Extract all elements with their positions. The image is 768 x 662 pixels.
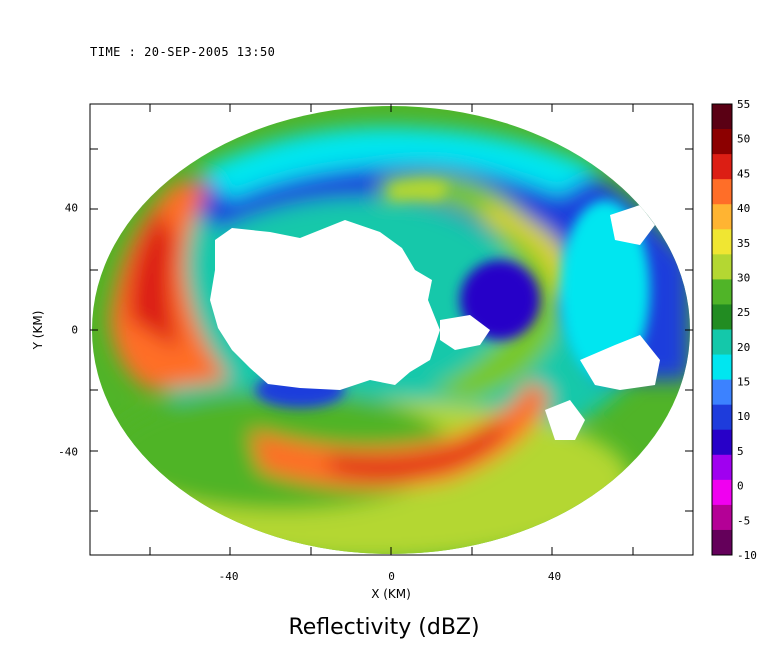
axis-ticks <box>90 104 693 555</box>
colorbar-segment <box>712 429 732 456</box>
colorbar-tick-label: 45 <box>737 167 750 180</box>
chart-title: Reflectivity (dBZ) <box>288 615 480 640</box>
colorbar-tick-label: 50 <box>737 133 750 146</box>
colorbar-tick-label: 30 <box>737 271 750 284</box>
colorbar-tick-label: 25 <box>737 306 750 319</box>
missing-data-regions <box>210 205 660 440</box>
colorbar-segment <box>712 354 732 381</box>
colorbar-segment <box>712 304 732 330</box>
x-axis-title: X (KM) <box>371 587 411 601</box>
colorbar-frame <box>711 103 733 556</box>
y-axis-title: Y (KM) <box>31 311 45 351</box>
colorbar-tick-label: 15 <box>737 376 750 389</box>
colorbar-tick-label: 10 <box>737 410 750 423</box>
reflectivity-field <box>92 106 690 554</box>
x-tick-label: -40 <box>219 570 239 583</box>
colorbar-tick-label: 20 <box>737 341 750 354</box>
colorbar-tick-label: 40 <box>737 202 750 215</box>
colorbar-tick-label: 5 <box>737 445 744 458</box>
colorbar-segment <box>712 204 732 230</box>
colorbar-tick-label: 0 <box>737 480 744 493</box>
colorbar-segment <box>712 279 732 305</box>
y-tick-label: 0 <box>71 324 78 337</box>
colorbar-segment <box>712 254 732 280</box>
y-tick-label: 40 <box>65 202 78 215</box>
colorbar-segment <box>712 154 732 180</box>
y-tick-label: -40 <box>58 445 78 458</box>
colorbar-segment <box>712 379 732 406</box>
colorbar <box>711 103 733 556</box>
colorbar-segment <box>712 479 732 506</box>
colorbar-segment <box>712 504 732 531</box>
x-tick-label: 40 <box>548 570 561 583</box>
colorbar-tick-label: -10 <box>737 549 757 562</box>
x-tick-labels: -40 0 40 <box>219 570 562 583</box>
x-tick-label: 0 <box>388 570 395 583</box>
colorbar-tick-label: 55 <box>737 98 750 111</box>
colorbar-segment <box>712 404 732 431</box>
y-tick-labels: -40 0 40 <box>58 202 78 459</box>
colorbar-segment <box>712 529 732 556</box>
colorbar-tick-label: -5 <box>737 514 750 527</box>
colorbar-segment <box>712 229 732 255</box>
colorbar-segment <box>712 454 732 481</box>
time-label: TIME : 20-SEP-2005 13:50 <box>90 45 276 59</box>
colorbar-segment <box>712 104 732 130</box>
colorbar-tick-label: 35 <box>737 237 750 250</box>
colorbar-segment <box>712 179 732 205</box>
colorbar-segment <box>712 129 732 155</box>
colorbar-segment <box>712 329 732 356</box>
